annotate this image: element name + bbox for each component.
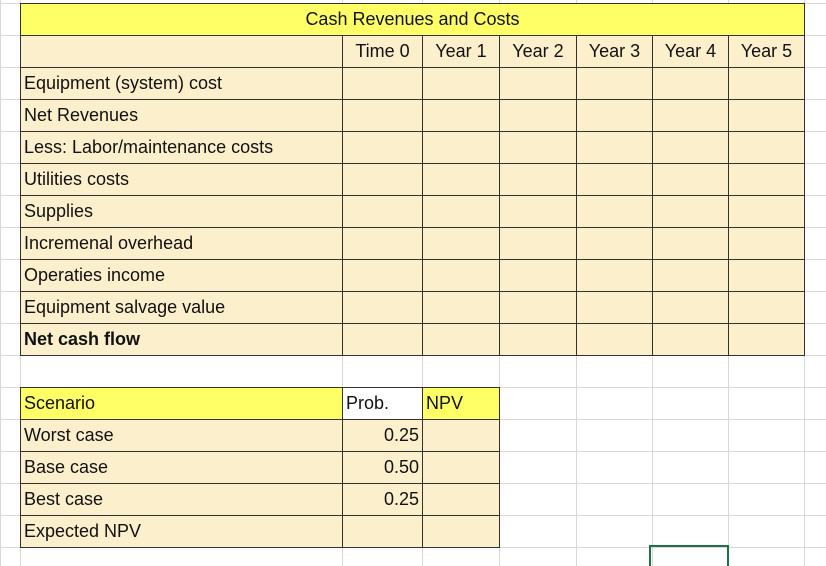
- value-cell[interactable]: [422, 67, 500, 100]
- scenario-header[interactable]: Scenario: [20, 387, 343, 420]
- value-cell[interactable]: [422, 131, 500, 164]
- value-cell[interactable]: [728, 259, 805, 292]
- row-label[interactable]: Equipment (system) cost: [20, 67, 343, 100]
- sheet-title[interactable]: Cash Revenues and Costs: [20, 3, 805, 36]
- value-cell[interactable]: [499, 131, 577, 164]
- prob-cell[interactable]: [342, 515, 423, 548]
- value-cell[interactable]: [728, 67, 805, 100]
- column-header[interactable]: Year 1: [422, 35, 500, 68]
- row-label[interactable]: Net cash flow: [20, 323, 343, 356]
- row-label[interactable]: Less: Labor/maintenance costs: [20, 131, 343, 164]
- value-cell[interactable]: [728, 291, 805, 324]
- value-cell[interactable]: [652, 131, 729, 164]
- value-cell[interactable]: [499, 163, 577, 196]
- value-cell[interactable]: [652, 195, 729, 228]
- npv-cell[interactable]: [422, 483, 500, 516]
- value-cell[interactable]: [652, 323, 729, 356]
- value-cell[interactable]: [576, 67, 653, 100]
- column-header[interactable]: Year 2: [499, 35, 577, 68]
- value-cell[interactable]: [576, 227, 653, 260]
- value-cell[interactable]: [499, 67, 577, 100]
- value-cell[interactable]: [499, 291, 577, 324]
- prob-cell[interactable]: 0.25: [342, 419, 423, 452]
- prob-cell[interactable]: 0.50: [342, 451, 423, 484]
- value-cell[interactable]: [576, 195, 653, 228]
- value-cell[interactable]: [342, 163, 423, 196]
- value-cell[interactable]: [499, 323, 577, 356]
- value-cell[interactable]: [422, 227, 500, 260]
- value-cell[interactable]: [342, 291, 423, 324]
- value-cell[interactable]: [342, 259, 423, 292]
- value-cell[interactable]: [652, 259, 729, 292]
- npv-cell[interactable]: [422, 419, 500, 452]
- value-cell[interactable]: [652, 163, 729, 196]
- scenario-label[interactable]: Base case: [20, 451, 343, 484]
- npv-cell[interactable]: [422, 515, 500, 548]
- value-cell[interactable]: [652, 291, 729, 324]
- prob-cell[interactable]: 0.25: [342, 483, 423, 516]
- column-header[interactable]: Year 4: [652, 35, 729, 68]
- column-header[interactable]: Time 0: [342, 35, 423, 68]
- row-label[interactable]: Utilities costs: [20, 163, 343, 196]
- value-cell[interactable]: [499, 195, 577, 228]
- value-cell[interactable]: [728, 227, 805, 260]
- scenario-label[interactable]: Best case: [20, 483, 343, 516]
- value-cell[interactable]: [499, 99, 577, 132]
- value-cell[interactable]: [342, 227, 423, 260]
- prob-header[interactable]: Prob.: [342, 387, 423, 420]
- value-cell[interactable]: [422, 259, 500, 292]
- npv-cell[interactable]: [422, 451, 500, 484]
- value-cell[interactable]: [342, 131, 423, 164]
- value-cell[interactable]: [728, 99, 805, 132]
- value-cell[interactable]: [499, 259, 577, 292]
- value-cell[interactable]: [422, 163, 500, 196]
- grid-line: [0, 0, 1, 566]
- value-cell[interactable]: [728, 131, 805, 164]
- selected-cell[interactable]: [649, 545, 729, 566]
- row-label[interactable]: Net Revenues: [20, 99, 343, 132]
- scenario-label[interactable]: Expected NPV: [20, 515, 343, 548]
- value-cell[interactable]: [342, 67, 423, 100]
- value-cell[interactable]: [576, 131, 653, 164]
- scenario-label[interactable]: Worst case: [20, 419, 343, 452]
- value-cell[interactable]: [576, 323, 653, 356]
- value-cell[interactable]: [728, 323, 805, 356]
- npv-header[interactable]: NPV: [422, 387, 500, 420]
- value-cell[interactable]: [499, 227, 577, 260]
- value-cell[interactable]: [652, 227, 729, 260]
- column-header[interactable]: Year 5: [728, 35, 805, 68]
- row-label[interactable]: Supplies: [20, 195, 343, 228]
- header-blank[interactable]: [20, 35, 343, 68]
- value-cell[interactable]: [652, 99, 729, 132]
- value-cell[interactable]: [342, 195, 423, 228]
- value-cell[interactable]: [342, 323, 423, 356]
- value-cell[interactable]: [422, 291, 500, 324]
- value-cell[interactable]: [342, 99, 423, 132]
- value-cell[interactable]: [728, 195, 805, 228]
- value-cell[interactable]: [576, 291, 653, 324]
- value-cell[interactable]: [576, 163, 653, 196]
- value-cell[interactable]: [728, 163, 805, 196]
- value-cell[interactable]: [576, 259, 653, 292]
- value-cell[interactable]: [422, 99, 500, 132]
- row-label[interactable]: Operaties income: [20, 259, 343, 292]
- column-header[interactable]: Year 3: [576, 35, 653, 68]
- value-cell[interactable]: [652, 67, 729, 100]
- value-cell[interactable]: [422, 323, 500, 356]
- row-label[interactable]: Incremenal overhead: [20, 227, 343, 260]
- row-label[interactable]: Equipment salvage value: [20, 291, 343, 324]
- value-cell[interactable]: [422, 195, 500, 228]
- value-cell[interactable]: [576, 99, 653, 132]
